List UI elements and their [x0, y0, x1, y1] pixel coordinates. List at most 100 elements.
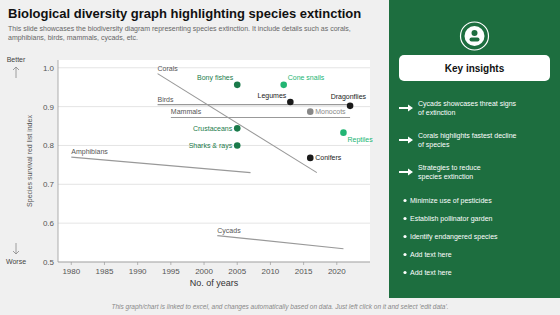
x-tick: [170, 262, 171, 265]
chart: Biological diversity graph highlighting …: [0, 0, 560, 315]
x-tick: [336, 262, 337, 265]
insight-line: Cycads showcases threat signs: [418, 100, 517, 108]
insight-line: Corals highlights fastest decline: [418, 132, 517, 140]
line-label: Birds: [158, 96, 174, 103]
bullet-dot: [403, 199, 406, 202]
mark-labels: Corals Birds Mammals Amphibians Cycads Bony f…: [71, 65, 373, 235]
trend-line: [158, 74, 317, 173]
insight-line: species extinction: [418, 173, 473, 181]
x-tick: [71, 262, 72, 265]
y-axis-label: Species survival red list index: [26, 115, 34, 207]
insight: Strategies to reducespecies extinction: [418, 164, 481, 181]
bullet: Establish pollinator garden: [410, 215, 493, 223]
x-tick: [137, 262, 138, 265]
subtitle-line: amphibians, birds, mammals, cycads, etc.: [8, 34, 138, 42]
insight-line: of species: [418, 141, 450, 149]
point-label: Cone snails: [288, 74, 325, 81]
point: [307, 155, 314, 162]
trend-line: [171, 117, 350, 118]
title: Biological diversity graph highlighting …: [8, 6, 361, 21]
x-tick-label: 2015: [295, 267, 313, 276]
grid-line: [58, 106, 370, 107]
insights-box: [399, 55, 550, 81]
point: [234, 82, 241, 89]
trend-line: [71, 157, 250, 173]
annotation: Worse: [6, 258, 26, 265]
panel-title: Key insights: [445, 63, 505, 74]
x-tick-label: 2010: [262, 267, 280, 276]
point: [280, 82, 287, 89]
plot-background: [58, 60, 370, 262]
point: [287, 99, 294, 106]
point: [347, 103, 354, 110]
x-tick: [303, 262, 304, 265]
annotation-arrow: [13, 67, 19, 78]
y-tick-label: 0.9: [43, 103, 55, 112]
side-panel: [389, 0, 560, 298]
x-tick-label: 2020: [328, 267, 346, 276]
x-tick: [237, 262, 238, 265]
point: [234, 125, 241, 132]
insight-line: of extinction: [418, 109, 455, 116]
x-tick: [104, 262, 105, 265]
trend-line: [217, 236, 343, 249]
insight-arrow: [399, 105, 413, 112]
point-label: Crustaceans: [193, 125, 233, 132]
y-tick-label: 1.0: [43, 64, 55, 73]
marks: [71, 74, 353, 249]
annotation-arrow: [13, 243, 19, 254]
bullet-dot: [403, 271, 406, 274]
bullet-dot: [403, 217, 406, 220]
x-tick-label: 2000: [195, 267, 213, 276]
y-axis-line: [58, 60, 59, 262]
y-tick-label: 0.6: [43, 219, 55, 228]
insight-arrow: [399, 137, 413, 144]
x-tick-label: 2005: [228, 267, 246, 276]
annotation: Better: [7, 56, 26, 63]
x-tick-label: 1985: [96, 267, 114, 276]
grid-line: [58, 184, 370, 185]
insight: Corals highlights fastest declineof spec…: [418, 132, 517, 149]
x-tick: [270, 262, 271, 265]
y-tick-label: 0.7: [43, 180, 55, 189]
point: [340, 129, 347, 136]
line-label: Mammals: [171, 108, 202, 115]
point: [234, 142, 241, 149]
icon: [461, 22, 489, 50]
trend-line: [158, 104, 351, 105]
subtitle-line: This slide showcases the biodiversity di…: [8, 25, 351, 33]
line-label: Cycads: [217, 227, 241, 235]
bullet: Identify endangered species: [410, 233, 498, 241]
bullet: Add text here: [410, 269, 452, 276]
insight: Cycads showcases threat signsof extincti…: [418, 100, 517, 116]
grid-line: [58, 67, 370, 68]
bullet: Add text here: [410, 251, 452, 258]
line-label: Amphibians: [71, 148, 108, 156]
icon: [472, 30, 478, 36]
point-label: Conifers: [315, 154, 342, 161]
icon: [465, 26, 485, 46]
point-label: Sharks & rays: [189, 142, 233, 150]
x-tick-label: 1990: [129, 267, 147, 276]
subtitle: This slide showcases the biodiversity di…: [8, 25, 351, 42]
line-label: Corals: [158, 65, 179, 72]
x-axis-label: No. of years: [190, 278, 239, 288]
y-tick-label: 0.5: [43, 258, 55, 267]
point-label: Monocots: [315, 108, 346, 115]
background: [0, 0, 560, 315]
x-tick: [204, 262, 205, 265]
footer: This graph/chart is linked to excel, and…: [111, 303, 448, 311]
bullet: Minimize use of pesticides: [410, 197, 492, 205]
grid-line: [58, 262, 370, 263]
point-label: Bony fishes: [197, 74, 234, 82]
y-tick-label: 0.8: [43, 141, 55, 150]
bullet-dot: [403, 253, 406, 256]
insight-line: Strategies to reduce: [418, 164, 481, 172]
point-label: Legumes: [258, 92, 287, 100]
grid-line: [58, 223, 370, 224]
bullet-dot: [403, 235, 406, 238]
point-label: Reptiles: [347, 136, 373, 144]
point: [307, 108, 314, 115]
x-tick-label: 1980: [62, 267, 80, 276]
x-tick-label: 1995: [162, 267, 180, 276]
